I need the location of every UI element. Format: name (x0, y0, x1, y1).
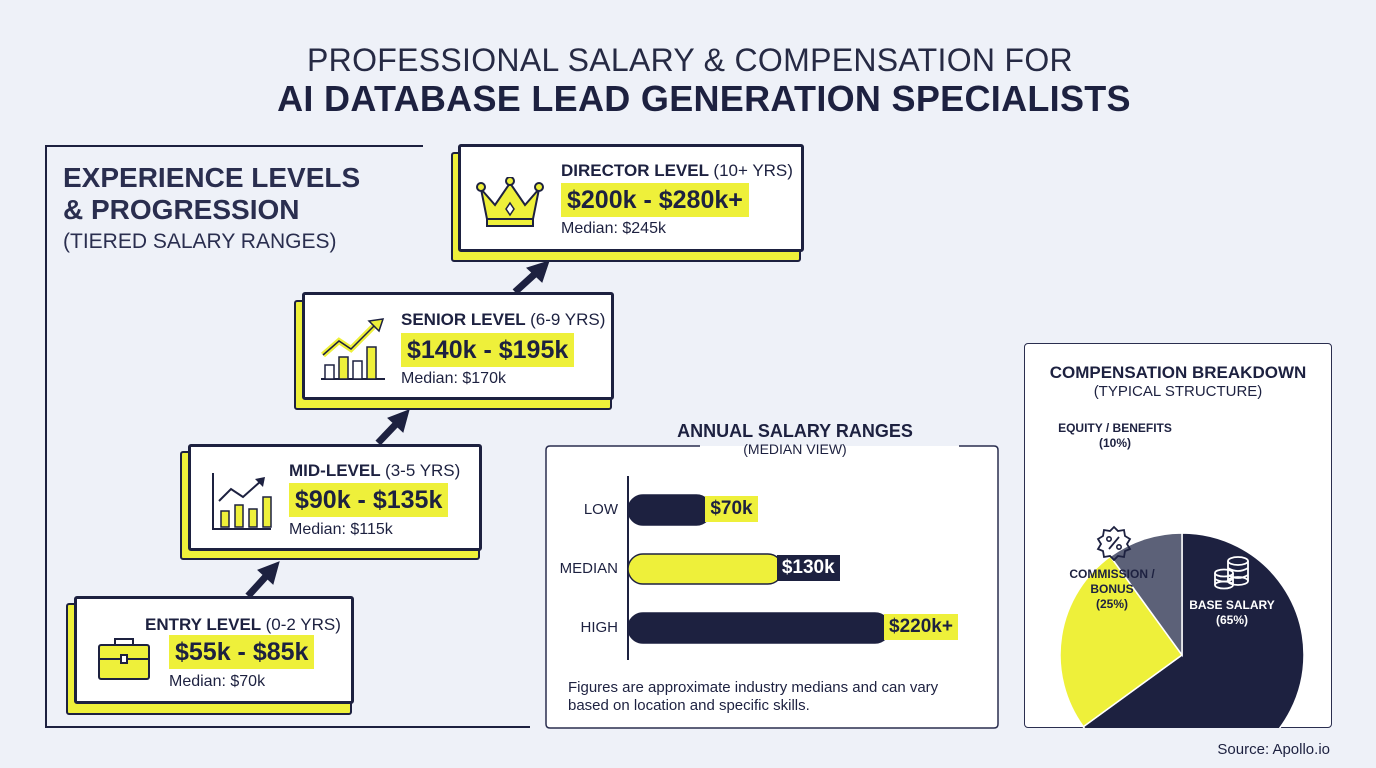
crown-icon (475, 177, 545, 229)
salary-bar-median (627, 553, 784, 585)
experience-panel-top-border (45, 145, 423, 147)
trend-up-chart-icon (319, 317, 389, 383)
pie-label-equity: EQUITY / BENEFITS (10%) (1058, 421, 1172, 450)
senior-tier-card: SENIOR LEVEL (6-9 YRS) $140k - $195k Med… (302, 292, 614, 400)
coins-icon (1212, 555, 1254, 596)
shield-check-icon (1134, 468, 1168, 511)
experience-title: EXPERIENCE LEVELS & PROGRESSION (63, 162, 361, 225)
salary-bar-chart (627, 476, 891, 660)
salary-value-label-median: $130k (776, 555, 840, 581)
entry-tier-median: Median: $70k (169, 673, 266, 690)
growth-chart-icon (209, 471, 273, 533)
entry-tier-title: ENTRY LEVEL (0-2 YRS) (145, 615, 341, 634)
experience-panel-bottom-border (45, 726, 530, 728)
director-tier-range: $200k - $280k+ (561, 183, 749, 217)
pie-slice-base-salary (1082, 532, 1305, 728)
salary-chart-subtitle: (MEDIAN VIEW) (743, 441, 847, 457)
pie-label-base-salary: BASE SALARY (65%) (1189, 598, 1275, 627)
entry-tier-card: ENTRY LEVEL (0-2 YRS) $55k - $85k Median… (74, 596, 354, 704)
pie-slice-commission-bonus (1059, 555, 1184, 728)
senior-tier-title: SENIOR LEVEL (6-9 YRS) (401, 310, 606, 329)
salary-note: Figures are approximate industry medians… (568, 679, 939, 714)
entry-tier-range: $55k - $85k (169, 635, 315, 669)
salary-value-label-low: $70k (705, 496, 758, 522)
mid-tier-median: Median: $115k (289, 521, 393, 538)
senior-tier-range: $140k - $195k (401, 333, 575, 367)
director-tier-title: DIRECTOR LEVEL (10+ YRS) (561, 161, 793, 180)
briefcase-icon (95, 633, 153, 683)
compensation-subtitle: (TYPICAL STRUCTURE) (1093, 383, 1263, 400)
director-tier-median: Median: $245k (561, 220, 666, 237)
director-tier-card: DIRECTOR LEVEL (10+ YRS) $200k - $280k+ … (458, 144, 804, 252)
salary-bar-high (627, 612, 891, 644)
experience-subtitle: (TIERED SALARY RANGES) (63, 230, 337, 253)
salary-category-label-high: HIGH (580, 619, 619, 636)
arrow-entry-to-mid (245, 561, 280, 599)
mid-tier-title: MID-LEVEL (3-5 YRS) (289, 461, 461, 480)
salary-value-label-high: $220k+ (884, 614, 958, 640)
percent-badge-icon (1096, 525, 1132, 566)
arrow-mid-to-senior (375, 409, 410, 446)
compensation-pie-chart (1059, 532, 1305, 728)
arrow-senior-to-director (512, 260, 550, 295)
salary-chart-title: ANNUAL SALARY RANGES (677, 421, 913, 441)
salary-category-label-low: LOW (583, 501, 618, 518)
source-note: Source: Apollo.io (1217, 741, 1330, 758)
senior-tier-median: Median: $170k (401, 370, 506, 387)
mid-tier-card: MID-LEVEL (3-5 YRS) $90k - $135k Median:… (188, 444, 482, 551)
compensation-title: COMPENSATION BREAKDOWN (1049, 363, 1307, 382)
salary-bar-low (627, 494, 713, 526)
salary-category-label-median: MEDIAN (559, 560, 618, 577)
pie-label-commission: COMMISSION / BONUS (25%) (1069, 567, 1155, 611)
experience-panel-left-border (45, 145, 47, 727)
mid-tier-range: $90k - $135k (289, 483, 449, 517)
title-line-1: PROFESSIONAL SALARY & COMPENSATION FOR (307, 42, 1073, 78)
title-line-2: AI DATABASE LEAD GENERATION SPECIALISTS (277, 78, 1131, 119)
pie-slice-equity-benefits (1109, 532, 1183, 658)
